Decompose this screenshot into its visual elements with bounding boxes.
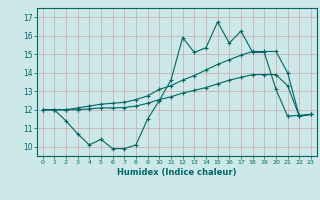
X-axis label: Humidex (Indice chaleur): Humidex (Indice chaleur) — [117, 168, 236, 177]
